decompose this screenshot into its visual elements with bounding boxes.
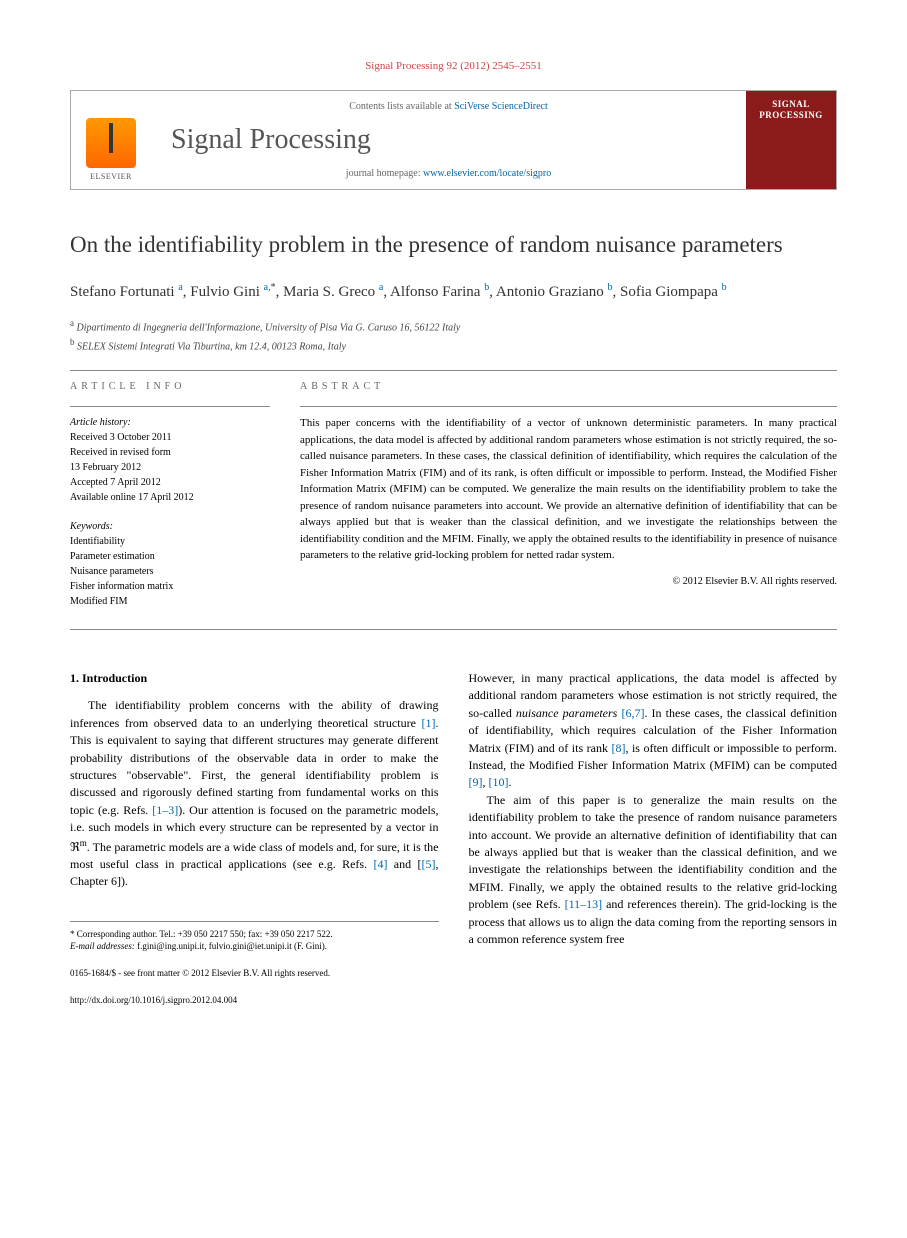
keyword: Fisher information matrix — [70, 579, 270, 594]
journal-cover-thumb: SIGNAL PROCESSING — [746, 91, 836, 189]
author-list: Stefano Fortunati a, Fulvio Gini a,*, Ma… — [70, 280, 837, 304]
doi-line: http://dx.doi.org/10.1016/j.sigpro.2012.… — [70, 994, 439, 1007]
publisher-label: ELSEVIER — [90, 172, 132, 181]
corr-emails: E-mail addresses: f.gini@ing.unipi.it, f… — [70, 940, 439, 953]
divider — [70, 370, 837, 371]
header-center: Contents lists available at SciVerse Sci… — [151, 91, 746, 189]
history-line: Accepted 7 April 2012 — [70, 475, 270, 490]
journal-homepage-line: journal homepage: www.elsevier.com/locat… — [171, 168, 726, 179]
cover-title-1: SIGNAL — [772, 99, 810, 110]
section-heading-1: 1. Introduction — [70, 670, 439, 687]
abstract-label: ABSTRACT — [300, 379, 837, 394]
body-paragraph: However, in many practical applications,… — [469, 670, 838, 792]
body-paragraph: The identifiability problem concerns wit… — [70, 697, 439, 890]
homepage-prefix: journal homepage: — [346, 168, 423, 179]
divider — [70, 629, 837, 630]
history-line: Available online 17 April 2012 — [70, 490, 270, 505]
body-col-right: However, in many practical applications,… — [469, 670, 838, 1006]
history-line: Received in revised form — [70, 445, 270, 460]
affiliations: a Dipartimento di Ingegneria dell'Inform… — [70, 317, 837, 354]
sciencedirect-link[interactable]: SciVerse ScienceDirect — [454, 101, 548, 112]
front-matter-line: 0165-1684/$ - see front matter © 2012 El… — [70, 967, 439, 980]
affiliation-a: a Dipartimento di Ingegneria dell'Inform… — [70, 317, 837, 335]
keywords: Keywords: Identifiability Parameter esti… — [70, 519, 270, 609]
contents-prefix: Contents lists available at — [349, 101, 454, 112]
article-title: On the identifiability problem in the pr… — [70, 230, 837, 260]
history-line: 13 February 2012 — [70, 460, 270, 475]
corresponding-author-footnote: * Corresponding author. Tel.: +39 050 22… — [70, 921, 439, 953]
homepage-link[interactable]: www.elsevier.com/locate/sigpro — [423, 168, 551, 179]
running-head: Signal Processing 92 (2012) 2545–2551 — [70, 60, 837, 72]
corr-author-line: * Corresponding author. Tel.: +39 050 22… — [70, 928, 439, 941]
keyword: Identifiability — [70, 534, 270, 549]
article-info-label: ARTICLE INFO — [70, 379, 270, 394]
publisher-logo: ELSEVIER — [71, 91, 151, 189]
keyword: Nuisance parameters — [70, 564, 270, 579]
keyword: Parameter estimation — [70, 549, 270, 564]
contents-available-line: Contents lists available at SciVerse Sci… — [171, 101, 726, 112]
journal-title: Signal Processing — [171, 124, 726, 156]
abstract-column: ABSTRACT This paper concerns with the id… — [300, 379, 837, 609]
abstract-text: This paper concerns with the identifiabi… — [300, 415, 837, 564]
body-two-column: 1. Introduction The identifiability prob… — [70, 670, 837, 1006]
elsevier-tree-icon — [86, 118, 136, 168]
body-col-left: 1. Introduction The identifiability prob… — [70, 670, 439, 1006]
history-label: Article history: — [70, 415, 270, 430]
body-paragraph: The aim of this paper is to generalize t… — [469, 792, 838, 949]
divider — [300, 406, 837, 407]
journal-header: ELSEVIER Contents lists available at Sci… — [70, 90, 837, 190]
keywords-label: Keywords: — [70, 519, 270, 534]
abstract-copyright: © 2012 Elsevier B.V. All rights reserved… — [300, 574, 837, 589]
affiliation-b: b SELEX Sistemi Integrati Via Tiburtina,… — [70, 336, 837, 354]
divider — [70, 406, 270, 407]
history-line: Received 3 October 2011 — [70, 430, 270, 445]
article-history: Article history: Received 3 October 2011… — [70, 415, 270, 505]
keyword: Modified FIM — [70, 594, 270, 609]
article-info-column: ARTICLE INFO Article history: Received 3… — [70, 379, 270, 609]
cover-title-2: PROCESSING — [759, 110, 823, 121]
